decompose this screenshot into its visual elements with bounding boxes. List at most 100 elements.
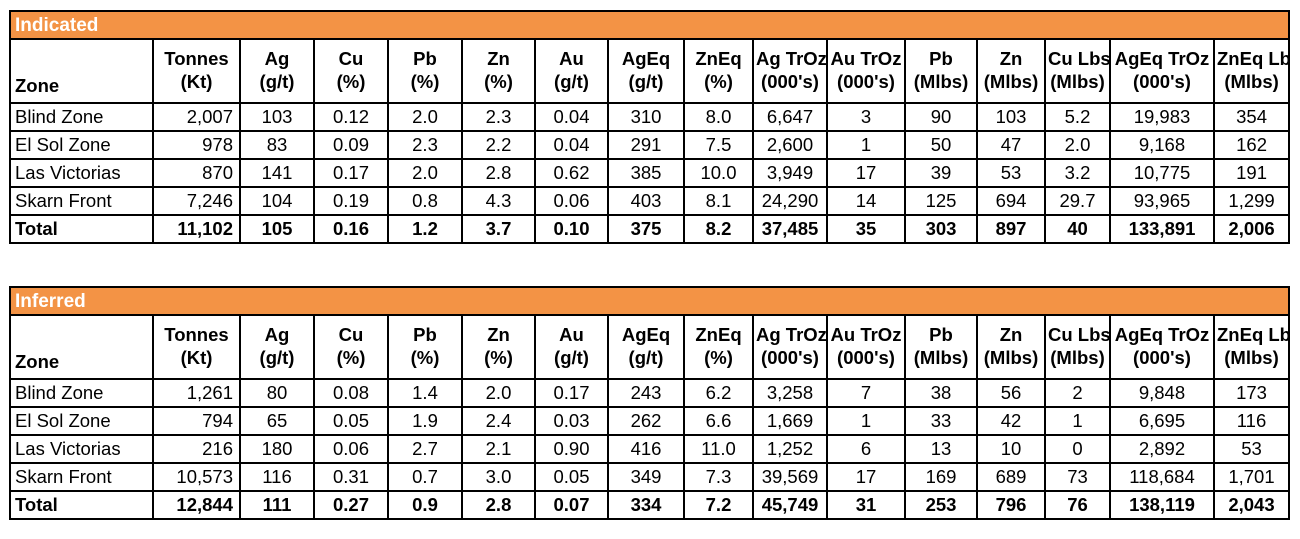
header-line-1: AgEq TrOz: [1114, 324, 1210, 346]
cell-cu: 0.12: [313, 102, 389, 132]
cell-cu: 0.16: [313, 214, 389, 244]
cell-pb-mlbs: 90: [904, 102, 978, 132]
cell-ag: 141: [239, 158, 315, 188]
header-line-2: (g/t): [259, 71, 295, 92]
header-line-1: Cu Lbs: [1048, 48, 1110, 70]
cell-ag-troz: 37,485: [752, 214, 828, 244]
cell-ag-troz: 39,569: [752, 462, 828, 492]
header-tonnes: Tonnes (Kt): [152, 38, 241, 104]
cell-ageq: 375: [607, 214, 685, 244]
cell-tonnes: 794: [152, 406, 241, 436]
cell-zn-mlbs: 47: [976, 130, 1046, 160]
header-line-2: (Mlbs): [983, 347, 1039, 368]
cell-ag: 180: [239, 434, 315, 464]
cell-zn: 4.3: [461, 186, 536, 216]
table-row: Las Victorias 870 141 0.17 2.0 2.8 0.62 385 10.0…: [9, 158, 1291, 188]
header-line-1: Cu: [338, 48, 364, 70]
cell-pb-mlbs: 50: [904, 130, 978, 160]
header-line-1: Au: [559, 324, 584, 346]
cell-zn: 2.2: [461, 130, 536, 160]
cell-ageq: 243: [607, 378, 685, 408]
cell-zn-mlbs: 694: [976, 186, 1046, 216]
header-line-1: Zn: [487, 48, 510, 70]
header-line-2: (Kt): [180, 71, 213, 92]
header-line-2: (%): [410, 347, 440, 368]
cell-zn: 2.4: [461, 406, 536, 436]
header-line-2: (000's): [1133, 71, 1191, 92]
cell-zn-mlbs: 796: [976, 490, 1046, 520]
header-line-2: (g/t): [554, 347, 589, 368]
header-pb-mlbs: Pb (Mlbs): [904, 38, 978, 104]
cell-au: 0.17: [534, 378, 609, 408]
cell-cu: 0.05: [313, 406, 389, 436]
cell-pb: 1.4: [387, 378, 463, 408]
cell-zneq: 7.5: [683, 130, 754, 160]
cell-zone: Total: [9, 490, 154, 520]
cell-au: 0.04: [534, 130, 609, 160]
cell-ag: 103: [239, 102, 315, 132]
table-title: Indicated: [8, 10, 1291, 40]
header-line-1: Ag: [264, 324, 290, 346]
header-zneq-lbs: ZnEq Lbs(Mlbs): [1213, 314, 1290, 380]
cell-zneq: 8.2: [683, 214, 754, 244]
cell-ageq: 262: [607, 406, 685, 436]
cell-ag: 80: [239, 378, 315, 408]
header-cu: Cu (%): [313, 314, 389, 380]
cell-zn: 2.1: [461, 434, 536, 464]
cell-zneq: 10.0: [683, 158, 754, 188]
header-cu-lbs: Cu Lbs (Mlbs): [1044, 38, 1111, 104]
cell-tonnes: 12,844: [152, 490, 241, 520]
cell-zn: 2.8: [461, 490, 536, 520]
table-title: Inferred: [9, 286, 1290, 316]
header-line-1: Zn: [487, 324, 510, 346]
header-row: Zone Tonnes (Kt) Ag (g/t) Cu (%) Pb (%) Zn (%) Au (g…: [9, 38, 1291, 104]
cell-tonnes: 10,573: [152, 462, 241, 492]
header-ageq: AgEq (g/t): [607, 314, 685, 380]
cell-zn-mlbs: 42: [976, 406, 1046, 436]
header-ag: Ag (g/t): [239, 314, 315, 380]
cell-ageq-troz: 9,848: [1109, 378, 1215, 408]
cell-zone: Las Victorias: [9, 158, 154, 188]
header-line-1: Ag: [264, 48, 290, 70]
header-row: Zone Tonnes (Kt) Ag (g/t) Cu (%) Pb (%) Zn (%) Au (g…: [9, 314, 1290, 380]
cell-zneq: 6.6: [683, 406, 754, 436]
header-line-2: (Mlbs): [1224, 347, 1279, 368]
cell-zn-mlbs: 897: [976, 214, 1046, 244]
header-pb-mlbs: Pb (Mlbs): [904, 314, 978, 380]
cell-ageq-troz: 133,891: [1109, 214, 1215, 244]
cell-cu: 0.19: [313, 186, 389, 216]
table-row: Skarn Front 7,246 104 0.19 0.8 4.3 0.06 403 8.1 2…: [9, 186, 1291, 216]
cell-zn: 3.0: [461, 462, 536, 492]
cell-au: 0.90: [534, 434, 609, 464]
header-cu: Cu (%): [313, 38, 389, 104]
cell-zone: Total: [9, 214, 154, 244]
cell-cu-lbs: 2.0: [1044, 130, 1111, 160]
header-zneq-lbs: ZnEq Lbs(Mlbs): [1212, 38, 1291, 104]
header-line-2: Zone: [15, 351, 60, 373]
header-zneq: ZnEq (%): [683, 314, 754, 380]
cell-au-troz: 31: [826, 490, 906, 520]
cell-zneq-lbs: 173: [1213, 378, 1290, 408]
header-line-2: (g/t): [628, 71, 664, 92]
header-line-1: Cu Lbs: [1048, 324, 1110, 346]
header-line-2: (g/t): [628, 347, 664, 368]
cell-ag: 83: [239, 130, 315, 160]
cell-pb: 2.0: [387, 102, 463, 132]
cell-ag: 65: [239, 406, 315, 436]
header-zneq: ZnEq (%): [683, 38, 754, 104]
header-line-1: Ag TrOz: [756, 324, 827, 346]
header-line-2: (000's): [837, 71, 895, 92]
cell-pb: 0.8: [387, 186, 463, 216]
cell-zn: 2.0: [461, 378, 536, 408]
cell-au: 0.04: [534, 102, 609, 132]
header-line-2: (000's): [761, 71, 819, 92]
cell-tonnes: 216: [152, 434, 241, 464]
cell-zneq: 6.2: [683, 378, 754, 408]
header-line-2: (Kt): [180, 347, 213, 368]
cell-zn-mlbs: 56: [976, 378, 1046, 408]
header-line-2: (%): [704, 347, 733, 368]
cell-ag-troz: 3,949: [752, 158, 828, 188]
header-line-1: Pb: [929, 324, 953, 346]
header-line-2: (g/t): [554, 71, 589, 92]
cell-ageq-troz: 93,965: [1109, 186, 1215, 216]
